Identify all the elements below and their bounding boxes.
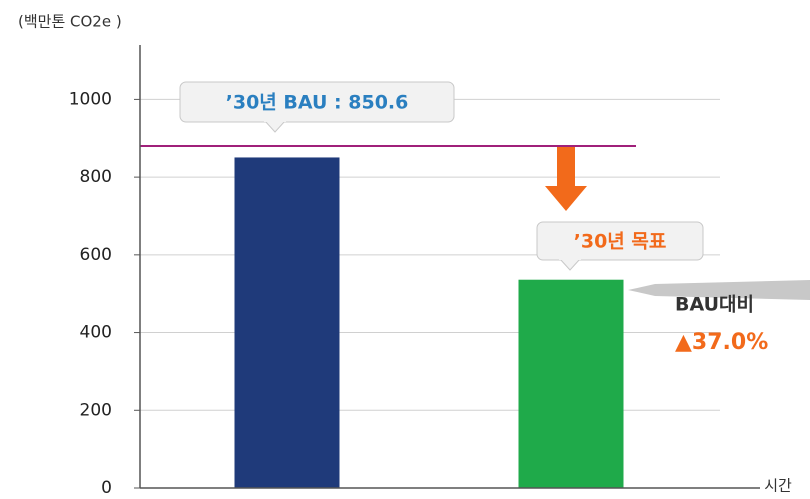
annotation: ▲37.0%: [675, 330, 768, 355]
annotation: BAU대비: [675, 294, 754, 316]
bar: [234, 157, 340, 488]
callout: ’30년 BAU : 850.6: [179, 81, 455, 133]
x-axis-label: 시간: [764, 477, 792, 495]
annotation: ’30년 목표: [574, 231, 667, 253]
y-axis-label: (백만톤 CO2e ): [18, 13, 122, 31]
y-tick-label: 800: [80, 167, 112, 187]
y-tick-label: 200: [80, 400, 112, 420]
annotation: ’30년 BAU : 850.6: [226, 92, 409, 114]
bar: [518, 279, 624, 488]
y-tick-label: 0: [101, 478, 112, 498]
callout: ’30년 목표: [536, 221, 704, 271]
arrow: [628, 280, 810, 300]
arrow: [545, 147, 587, 211]
y-tick-label: 1000: [69, 89, 112, 109]
y-tick-label: 600: [80, 245, 112, 265]
y-tick-label: 400: [80, 323, 112, 343]
